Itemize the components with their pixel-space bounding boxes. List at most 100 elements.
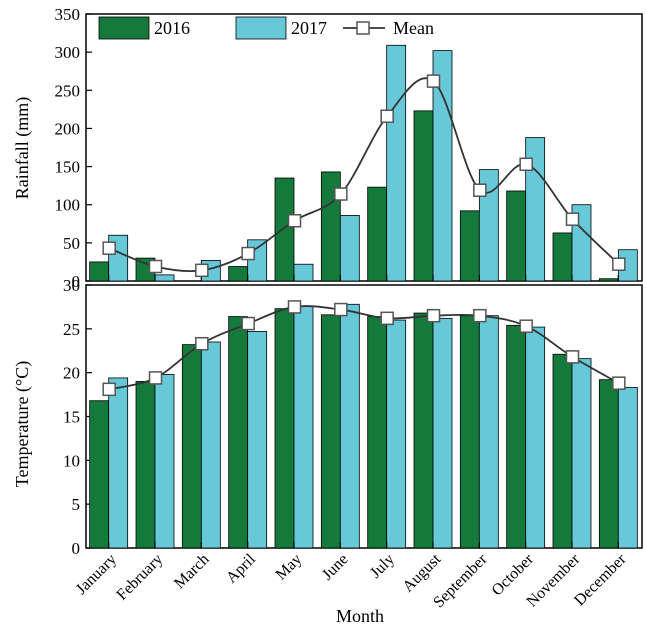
temperature-y-tick-label-0: 0 xyxy=(72,539,81,558)
x-axis-title: Month xyxy=(336,606,384,626)
rainfall-y-tick-label-150: 150 xyxy=(55,158,81,177)
rainfall-mean-marker-january xyxy=(102,241,116,255)
legend-marker-mean xyxy=(356,21,370,35)
temperature-bar-2016-september xyxy=(459,315,480,549)
temperature-bar-2017-october xyxy=(525,326,546,549)
rainfall-bar-2017-february xyxy=(154,274,175,282)
rainfall-mean-marker-august xyxy=(426,74,441,88)
temperature-bar-2016-february xyxy=(135,381,156,549)
temperature-y-tick-label-20: 20 xyxy=(63,364,80,383)
temperature-mean-marker-may xyxy=(287,300,302,314)
rainfall-bar-2016-august xyxy=(413,110,434,282)
rainfall-y-tick-label-200: 200 xyxy=(55,119,81,138)
temperature-bar-2017-january xyxy=(108,377,129,549)
temperature-bar-2016-may xyxy=(274,308,295,549)
temperature-bar-2017-june xyxy=(339,303,360,549)
month-label-december: December xyxy=(571,550,630,609)
temperature-y-tick-label-10: 10 xyxy=(63,451,80,470)
rainfall-mean-marker-december xyxy=(612,257,626,271)
temperature-bar-2017-may xyxy=(293,305,314,549)
legend-label-mean: Mean xyxy=(393,18,434,38)
rainfall-bar-2017-june xyxy=(339,214,360,282)
temperature-bar-2017-february xyxy=(154,374,175,549)
temperature-bar-2016-december xyxy=(598,379,619,549)
legend-label-2016: 2016 xyxy=(154,18,190,38)
rainfall-mean-marker-march xyxy=(195,263,209,278)
month-label-april: April xyxy=(223,550,259,586)
temperature-bar-2016-april xyxy=(228,316,249,549)
temperature-mean-marker-february xyxy=(148,371,163,385)
rainfall-bar-2016-may xyxy=(274,177,295,282)
rainfall-y-tick-label-50: 50 xyxy=(63,234,80,253)
temperature-mean-marker-july xyxy=(380,311,394,326)
rainfall-bar-2017-may xyxy=(293,263,314,282)
month-label-august: August xyxy=(400,550,445,595)
rainfall-bar-2017-october xyxy=(525,137,546,282)
rainfall-bar-2016-april xyxy=(228,266,249,282)
legend-label-2017: 2017 xyxy=(291,18,327,38)
rainfall-mean-marker-october xyxy=(519,157,533,172)
rainfall-mean-marker-september xyxy=(473,183,487,197)
temperature-bar-2017-september xyxy=(478,315,499,549)
temperature-y-axis-title: Temperature (°C) xyxy=(12,361,33,487)
temperature-mean-marker-november xyxy=(565,350,580,364)
rainfall-mean-marker-november xyxy=(565,212,580,226)
temperature-bar-2017-march xyxy=(200,341,221,549)
temperature-bar-2016-july xyxy=(367,316,388,549)
temperature-mean-marker-august xyxy=(426,308,441,323)
temperature-bar-2016-november xyxy=(552,353,573,549)
temperature-bar-2017-april xyxy=(247,331,268,549)
rainfall-y-tick-label-300: 300 xyxy=(55,43,81,62)
month-label-march: March xyxy=(171,551,213,593)
temperature-mean-marker-june xyxy=(334,302,348,317)
temperature-bar-2016-march xyxy=(181,344,202,549)
temperature-bar-2017-november xyxy=(571,358,592,549)
rainfall-bar-2016-november xyxy=(552,232,573,282)
month-label-february: February xyxy=(113,551,166,604)
legend: 2016 2017 Mean xyxy=(98,16,434,40)
rainfall-mean-marker-february xyxy=(148,259,163,274)
month-label-july: July xyxy=(367,551,398,582)
temperature-mean-marker-september xyxy=(473,308,487,323)
rainfall-panel: 0 50 100 150 200 250 300 350 xyxy=(55,5,643,291)
rainfall-y-tick-label-0: 0 xyxy=(72,272,81,291)
temperature-bar-2016-january xyxy=(89,400,110,549)
temperature-mean-marker-march xyxy=(195,336,209,351)
temperature-bar-2017-august xyxy=(432,317,453,549)
temperature-bar-2017-december xyxy=(617,387,638,549)
rainfall-mean-marker-may xyxy=(287,213,302,228)
legend-swatch-2016 xyxy=(98,16,150,40)
legend-swatch-2017 xyxy=(235,16,287,40)
rainfall-bar-2017-april xyxy=(247,239,268,282)
rainfall-bar-2017-september xyxy=(478,169,499,282)
temperature-bar-2017-july xyxy=(386,319,407,549)
rainfall-bar-2016-july xyxy=(367,186,388,282)
rainfall-y-tick-label-250: 250 xyxy=(55,81,81,100)
rainfall-y-tick-label-100: 100 xyxy=(55,196,81,215)
rainfall-y-axis-title: Rainfall (mm) xyxy=(12,97,33,199)
month-label-june: June xyxy=(319,551,352,584)
temperature-mean-marker-january xyxy=(102,382,116,397)
temperature-mean-marker-december xyxy=(612,376,626,390)
rainfall-mean-marker-april xyxy=(241,246,255,261)
rainfall-mean-marker-july xyxy=(380,109,394,123)
temperature-y-tick-label-5: 5 xyxy=(72,495,81,514)
rainfall-bar-2016-january xyxy=(89,261,110,282)
temperature-bar-2016-october xyxy=(506,324,527,549)
rainfall-bar-2017-july xyxy=(386,44,407,282)
temperature-bar-2016-august xyxy=(413,312,434,549)
temperature-y-tick-label-30: 30 xyxy=(63,276,80,295)
temperature-mean-marker-april xyxy=(241,316,255,331)
temperature-bar-2016-june xyxy=(320,314,341,549)
temperature-mean-marker-october xyxy=(519,319,533,333)
rainfall-bar-2016-september xyxy=(459,210,480,282)
month-label-may: May xyxy=(273,551,306,584)
rainfall-bar-2016-december xyxy=(598,278,619,282)
rainfall-y-tick-label-350: 350 xyxy=(55,5,81,24)
rainfall-bar-2016-october xyxy=(506,190,527,282)
rainfall-plot-frame xyxy=(85,13,643,282)
temperature-y-tick-label-15: 15 xyxy=(63,408,80,427)
temperature-y-tick-label-25: 25 xyxy=(63,320,80,339)
